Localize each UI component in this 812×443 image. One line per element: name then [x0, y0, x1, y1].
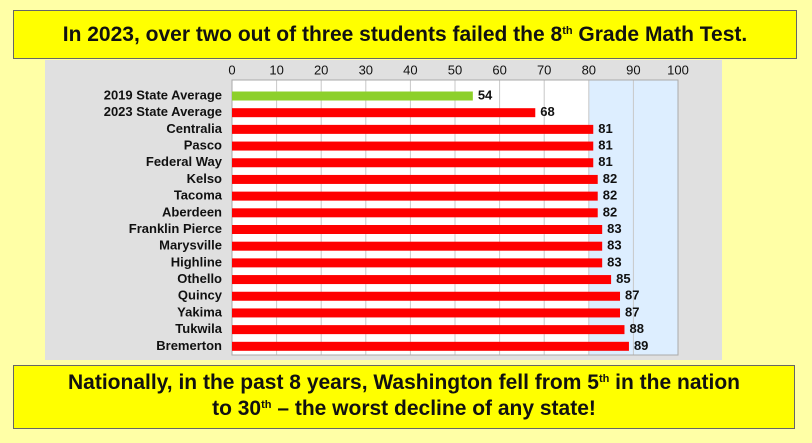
y-tick-label: Tacoma — [174, 188, 223, 203]
bar — [232, 124, 594, 134]
text-part: Grade Math Test. — [572, 23, 748, 46]
y-tick-label: Pasco — [184, 138, 222, 153]
x-tick-label: 80 — [582, 62, 596, 77]
bar — [232, 341, 629, 351]
bar — [232, 308, 621, 318]
value-label: 81 — [598, 121, 612, 136]
bar — [232, 91, 473, 101]
superscript: th — [562, 25, 573, 37]
bar — [232, 325, 625, 335]
x-tick-label: 90 — [626, 62, 640, 77]
x-tick-label: 60 — [492, 62, 506, 77]
value-label: 83 — [607, 254, 621, 269]
bar — [232, 258, 603, 268]
y-tick-label: Centralia — [166, 121, 222, 136]
x-tick-label: 20 — [314, 62, 328, 77]
plot-border — [231, 79, 679, 356]
text-part: to 30 — [212, 397, 262, 420]
bar — [232, 225, 603, 234]
bar — [232, 275, 612, 285]
value-label: 81 — [598, 154, 612, 169]
value-label: 85 — [616, 271, 630, 286]
text-part: – the worst decline of any state! — [271, 397, 596, 420]
value-label: 81 — [598, 138, 612, 153]
x-tick-label: 70 — [537, 62, 551, 77]
y-tick-label: 2023 State Average — [104, 104, 222, 119]
bar — [232, 174, 598, 184]
x-tick-label: 40 — [403, 62, 417, 77]
value-label: 83 — [607, 221, 621, 236]
bar — [232, 191, 598, 201]
y-tick-label: Othello — [177, 271, 222, 286]
y-tick-label: Bremerton — [156, 338, 222, 353]
footer-line: to 30th – the worst decline of any state… — [14, 396, 794, 422]
superscript: th — [598, 373, 610, 385]
y-tick-label: Franklin Pierce — [129, 221, 222, 236]
x-tick-label: 100 — [667, 62, 689, 77]
y-tick-label: Federal Way — [146, 154, 223, 169]
value-label: 82 — [603, 188, 617, 203]
y-tick-label: Quincy — [178, 288, 223, 303]
bar — [232, 108, 536, 118]
title-banner: In 2023, over two out of three students … — [13, 10, 797, 59]
x-tick-label: 10 — [269, 62, 283, 77]
x-tick-label: 0 — [228, 62, 235, 77]
value-label: 87 — [625, 304, 639, 319]
y-tick-label: Marysville — [159, 238, 222, 253]
y-tick-label: Highline — [171, 254, 222, 269]
bar — [232, 291, 621, 301]
value-label: 68 — [540, 104, 554, 119]
footer-banner: Nationally, in the past 8 years, Washing… — [13, 365, 795, 429]
footer-line: Nationally, in the past 8 years, Washing… — [14, 370, 794, 396]
bar — [232, 241, 603, 251]
bar — [232, 158, 594, 168]
x-tick-label: 30 — [359, 62, 373, 77]
value-label: 89 — [634, 338, 648, 353]
chart: 0 10 20 30 40 50 60 70 80 90 100 2019 State Average… — [45, 60, 722, 360]
text-part: Nationally, in the past 8 years, Washing… — [68, 371, 599, 394]
text-part: in the nation — [609, 371, 740, 394]
y-tick-label: 2019 State Average — [104, 87, 222, 102]
value-label: 82 — [603, 204, 617, 219]
bar — [232, 208, 598, 218]
y-tick-label: Aberdeen — [162, 204, 222, 219]
value-label: 87 — [625, 288, 639, 303]
value-label: 54 — [478, 87, 493, 102]
y-tick-label: Kelso — [187, 171, 222, 186]
y-tick-label: Yakima — [177, 304, 223, 319]
text-part: In 2023, over two out of three students … — [62, 23, 563, 46]
value-label: 82 — [603, 171, 617, 186]
value-label: 83 — [607, 238, 621, 253]
bar — [232, 141, 594, 151]
x-tick-label: 50 — [448, 62, 462, 77]
y-tick-label: Tukwila — [175, 321, 222, 336]
superscript: th — [261, 399, 272, 411]
value-label: 88 — [629, 321, 643, 336]
